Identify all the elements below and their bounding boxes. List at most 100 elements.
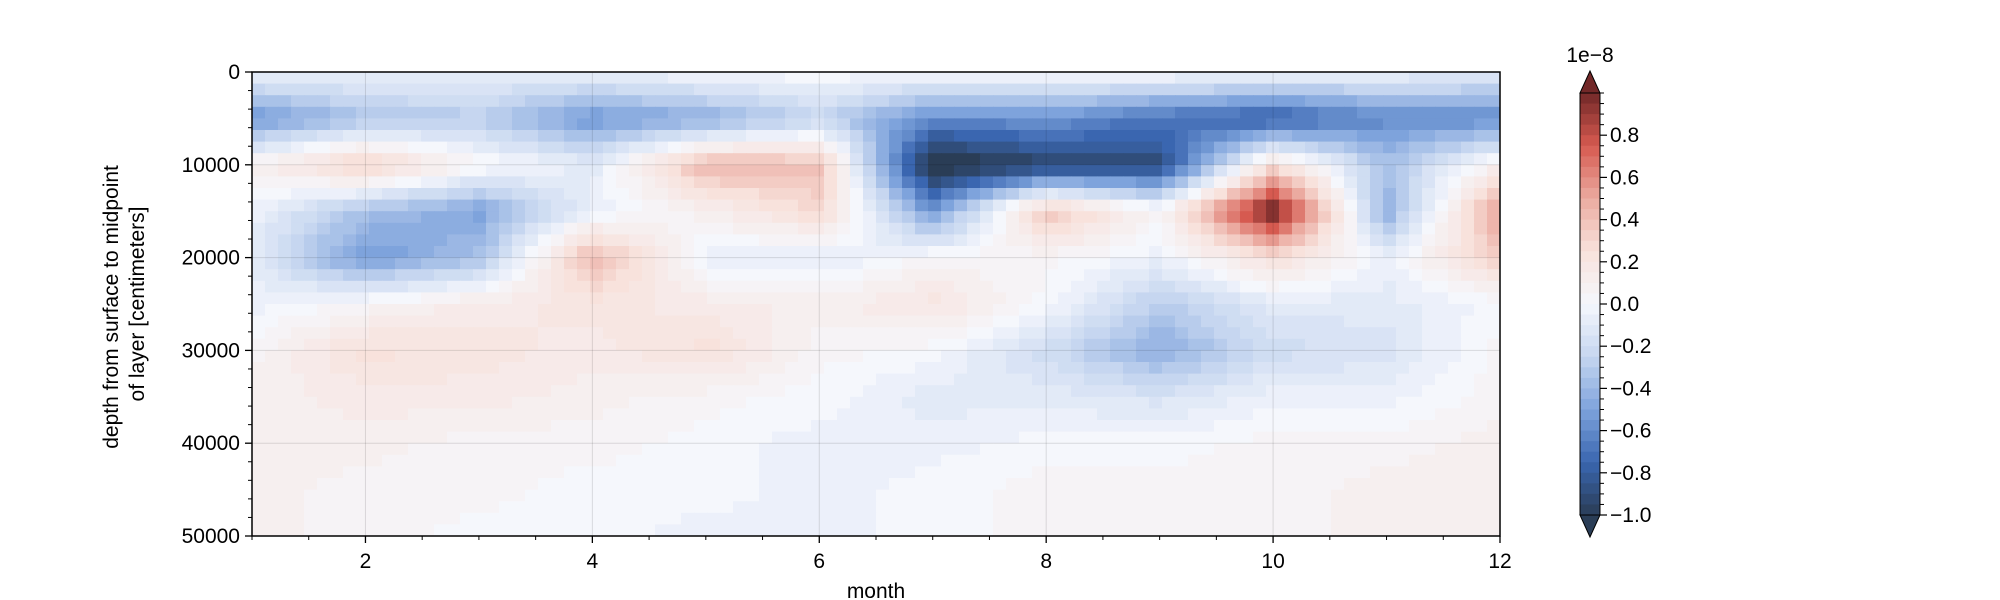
heatmap-cell bbox=[564, 315, 578, 328]
heatmap-cell bbox=[1305, 431, 1319, 444]
heatmap-cell bbox=[889, 373, 903, 386]
heatmap-cell bbox=[1448, 373, 1462, 386]
heatmap-cell bbox=[304, 280, 318, 293]
heatmap-cell bbox=[590, 373, 604, 386]
heatmap-cell bbox=[785, 130, 799, 143]
heatmap-cell bbox=[668, 524, 682, 536]
heatmap-cell bbox=[993, 153, 1007, 166]
heatmap-cell bbox=[954, 106, 968, 119]
heatmap-cell bbox=[902, 153, 916, 166]
heatmap-cell bbox=[434, 199, 448, 212]
heatmap-cell bbox=[1071, 466, 1085, 479]
heatmap-cell bbox=[902, 315, 916, 328]
heatmap-cell bbox=[408, 199, 422, 212]
heatmap-cell bbox=[538, 350, 552, 363]
heatmap-cell bbox=[1396, 257, 1410, 270]
heatmap-cell bbox=[616, 362, 630, 375]
heatmap-cell bbox=[304, 118, 318, 131]
colorbar-segment bbox=[1580, 335, 1600, 347]
heatmap-cell bbox=[1084, 106, 1098, 119]
heatmap-cell bbox=[772, 199, 786, 212]
heatmap-cell bbox=[447, 269, 461, 282]
heatmap-cell bbox=[356, 396, 370, 409]
heatmap-cell bbox=[1110, 512, 1124, 525]
heatmap-cell bbox=[733, 373, 747, 386]
heatmap-cell bbox=[1292, 431, 1306, 444]
heatmap-cell bbox=[876, 153, 890, 166]
heatmap-cell bbox=[980, 211, 994, 224]
heatmap-cell bbox=[343, 489, 357, 502]
heatmap-cell bbox=[1214, 164, 1228, 177]
heatmap-cell bbox=[707, 280, 721, 293]
heatmap-cell bbox=[1214, 222, 1228, 235]
heatmap-cell bbox=[265, 315, 279, 328]
heatmap-cell bbox=[694, 141, 708, 154]
heatmap-cell bbox=[785, 512, 799, 525]
heatmap-cell bbox=[1227, 443, 1241, 456]
heatmap-cell bbox=[1318, 269, 1332, 282]
heatmap-cell bbox=[915, 478, 929, 491]
heatmap-cell bbox=[330, 72, 344, 85]
heatmap-cell bbox=[525, 222, 539, 235]
heatmap-cell bbox=[1461, 164, 1475, 177]
heatmap-cell bbox=[1253, 524, 1267, 536]
heatmap-cell bbox=[590, 199, 604, 212]
heatmap-cell bbox=[642, 222, 656, 235]
heatmap-cell bbox=[551, 246, 565, 259]
heatmap-cell bbox=[408, 176, 422, 189]
heatmap-cell bbox=[746, 524, 760, 536]
heatmap-cell bbox=[434, 164, 448, 177]
heatmap-field bbox=[252, 72, 1500, 536]
heatmap-cell bbox=[356, 153, 370, 166]
heatmap-cell bbox=[1227, 524, 1241, 536]
heatmap-cell bbox=[1240, 130, 1254, 143]
heatmap-cell bbox=[1409, 362, 1423, 375]
heatmap-cell bbox=[1136, 466, 1150, 479]
heatmap-cell bbox=[447, 420, 461, 433]
heatmap-cell bbox=[1266, 257, 1280, 270]
heatmap-cell bbox=[486, 234, 500, 247]
heatmap-cell bbox=[1370, 431, 1384, 444]
heatmap-cell bbox=[915, 269, 929, 282]
heatmap-cell bbox=[1318, 524, 1332, 536]
heatmap-cell bbox=[1227, 269, 1241, 282]
heatmap-cell bbox=[954, 431, 968, 444]
heatmap-cell bbox=[1240, 211, 1254, 224]
heatmap-cell bbox=[954, 396, 968, 409]
heatmap-cell bbox=[1435, 153, 1449, 166]
heatmap-cell bbox=[551, 362, 565, 375]
heatmap-cell bbox=[1201, 327, 1215, 340]
heatmap-cell bbox=[317, 350, 331, 363]
heatmap-cell bbox=[1032, 292, 1046, 305]
heatmap-cell bbox=[1487, 222, 1500, 235]
heatmap-cell bbox=[759, 269, 773, 282]
heatmap-cell bbox=[837, 153, 851, 166]
heatmap-cell bbox=[421, 443, 435, 456]
heatmap-cell bbox=[967, 512, 981, 525]
heatmap-cell bbox=[603, 350, 617, 363]
heatmap-cell bbox=[902, 222, 916, 235]
heatmap-cell bbox=[642, 280, 656, 293]
heatmap-cell bbox=[980, 280, 994, 293]
heatmap-cell bbox=[1448, 478, 1462, 491]
heatmap-cell bbox=[525, 176, 539, 189]
heatmap-cell bbox=[798, 304, 812, 317]
heatmap-cell bbox=[1045, 222, 1059, 235]
heatmap-cell bbox=[1331, 443, 1345, 456]
heatmap-cell bbox=[1266, 72, 1280, 85]
heatmap-cell bbox=[772, 327, 786, 340]
heatmap-cell bbox=[928, 443, 942, 456]
heatmap-cell bbox=[1149, 385, 1163, 398]
heatmap-cell bbox=[1019, 118, 1033, 131]
heatmap-cell bbox=[1422, 246, 1436, 259]
heatmap-cell bbox=[421, 420, 435, 433]
heatmap-cell bbox=[1435, 164, 1449, 177]
heatmap-cell bbox=[798, 362, 812, 375]
heatmap-cell bbox=[876, 454, 890, 467]
heatmap-cell bbox=[1292, 408, 1306, 421]
heatmap-cell bbox=[941, 176, 955, 189]
heatmap-cell bbox=[1214, 95, 1228, 108]
heatmap-cell bbox=[421, 130, 435, 143]
heatmap-cell bbox=[1409, 454, 1423, 467]
heatmap-cell bbox=[1357, 327, 1371, 340]
